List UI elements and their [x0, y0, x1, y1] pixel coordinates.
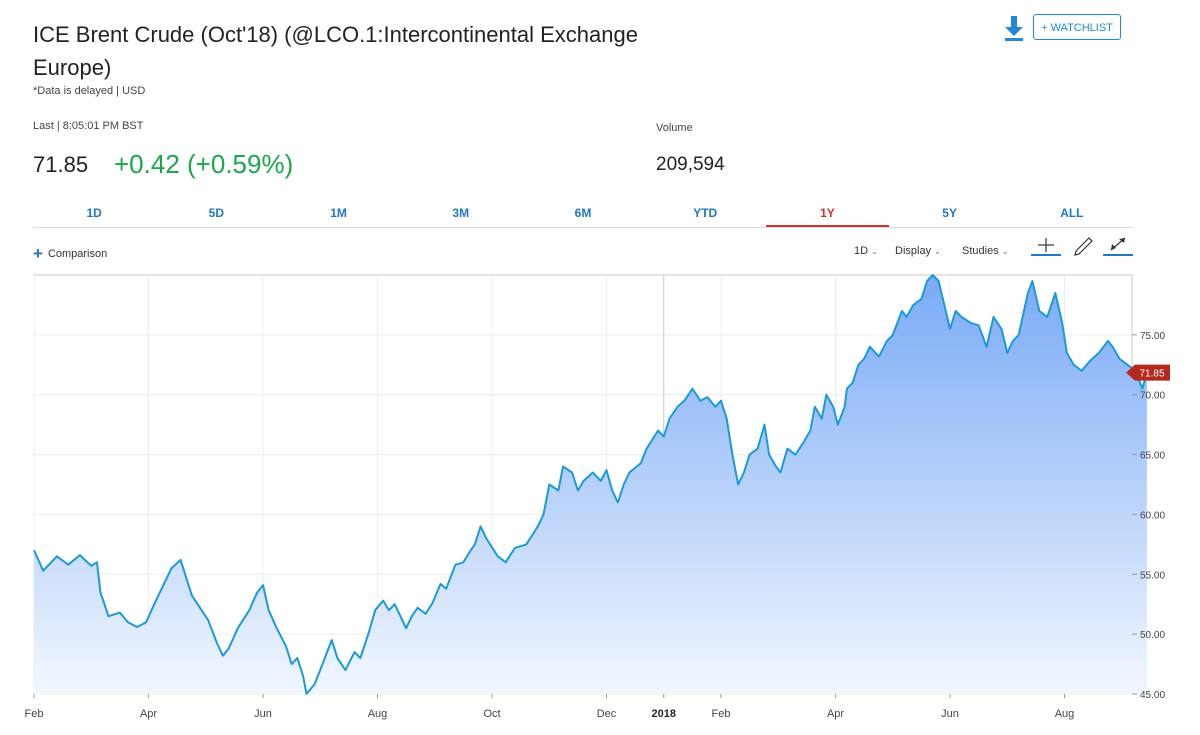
y-tick-label: 50.00: [1140, 630, 1165, 641]
plot-area: [33, 274, 1133, 695]
x-tick-label: Aug: [368, 708, 388, 720]
x-tick-label: Dec: [597, 708, 617, 720]
tab-3m[interactable]: 3M: [452, 206, 470, 220]
tab-all[interactable]: ALL: [1060, 206, 1084, 220]
x-tick-label: Apr: [140, 708, 157, 720]
studies-dropdown[interactable]: Studies ⌄: [962, 245, 1008, 257]
x-tick-label: Jun: [254, 708, 272, 720]
x-tick-label: Aug: [1055, 708, 1075, 720]
x-tick-label: Feb: [712, 708, 731, 720]
y-tick-label: 75.00: [1140, 331, 1165, 342]
chevron-down-icon: ⌄: [871, 247, 878, 256]
interval-label: 1D: [854, 245, 869, 257]
comparison-button[interactable]: + Comparison: [33, 244, 107, 264]
y-tick-label: 55.00: [1140, 570, 1165, 581]
last-price: 71.85: [33, 152, 89, 177]
display-label: Display: [895, 245, 932, 257]
x-tick-label: Apr: [827, 708, 844, 720]
volume-value: 209,594: [656, 154, 725, 175]
tab-1y[interactable]: 1Y: [766, 203, 889, 227]
price-change: +0.42 (+0.59%): [114, 149, 294, 179]
tab-1d[interactable]: 1D: [86, 206, 102, 220]
chevron-down-icon: ⌄: [934, 247, 941, 256]
x-tick-label: Oct: [483, 708, 500, 720]
interval-dropdown[interactable]: 1D ⌄: [854, 245, 878, 257]
draw-pencil-icon[interactable]: [1068, 235, 1098, 257]
watchlist-button[interactable]: + WATCHLIST: [1033, 14, 1121, 40]
last-trade-label: Last | 8:05:01 PM BST: [33, 120, 144, 132]
tab-5y[interactable]: 5Y: [942, 206, 957, 220]
chevron-down-icon: ⌄: [1001, 247, 1009, 256]
tab-ytd[interactable]: YTD: [693, 206, 718, 220]
tab-1m[interactable]: 1M: [330, 206, 347, 220]
studies-label: Studies: [962, 245, 999, 257]
last-price-tag: [1126, 364, 1170, 381]
download-icon[interactable]: [1003, 14, 1025, 42]
y-tick-label: 60.00: [1140, 510, 1165, 521]
data-delay-note: *Data is delayed | USD: [33, 85, 146, 97]
display-dropdown[interactable]: Display ⌄: [895, 245, 941, 257]
x-tick-label: Feb: [25, 708, 44, 720]
y-tick-label: 65.00: [1140, 451, 1165, 462]
volume-label: Volume: [656, 122, 693, 134]
plus-icon: +: [33, 244, 43, 263]
last-price-tag-label: 71.85: [1139, 369, 1164, 380]
tab-5d[interactable]: 5D: [208, 206, 224, 220]
y-tick-label: 45.00: [1140, 690, 1165, 701]
crosshair-icon[interactable]: [1031, 235, 1061, 257]
expand-icon[interactable]: [1103, 235, 1133, 257]
x-tick-label: Jun: [941, 708, 959, 720]
price-area: [34, 275, 1147, 694]
tab-6m[interactable]: 6M: [574, 206, 592, 220]
comparison-label: Comparison: [47, 248, 108, 260]
page-title: ICE Brent Crude (Oct'18) (@LCO.1:Interco…: [33, 22, 638, 80]
price-line: [33, 274, 1148, 695]
x-tick-label: 2018: [652, 708, 676, 720]
y-tick-label: 70.00: [1140, 391, 1165, 402]
time-range-tabs: 1D 5D 1M 3M 6M YTD 1Y 5Y ALL: [33, 203, 1133, 228]
